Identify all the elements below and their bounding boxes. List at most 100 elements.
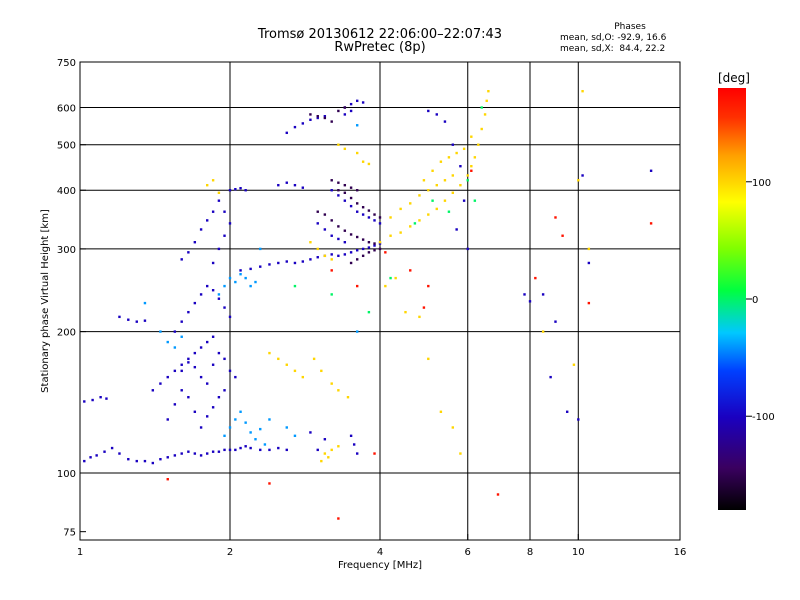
data-point bbox=[223, 234, 226, 237]
data-point bbox=[223, 306, 226, 309]
data-point bbox=[541, 330, 545, 333]
data-point bbox=[228, 426, 232, 429]
data-point bbox=[268, 448, 271, 452]
data-point bbox=[367, 241, 371, 244]
data-point bbox=[234, 188, 237, 191]
data-points bbox=[83, 89, 653, 520]
data-point bbox=[211, 210, 215, 213]
data-point bbox=[301, 186, 305, 189]
data-point bbox=[349, 196, 353, 200]
data-point bbox=[343, 183, 347, 187]
data-point bbox=[577, 418, 580, 421]
data-point bbox=[343, 241, 347, 244]
data-point bbox=[373, 249, 376, 252]
data-point bbox=[166, 340, 169, 344]
data-point bbox=[83, 459, 86, 463]
info-title: Phases bbox=[614, 22, 646, 32]
data-point bbox=[193, 241, 197, 244]
x-tick-label: 6 bbox=[465, 547, 471, 558]
data-point bbox=[343, 253, 347, 256]
data-point bbox=[466, 247, 469, 251]
data-point bbox=[384, 284, 387, 288]
data-point bbox=[349, 261, 353, 265]
data-point bbox=[462, 199, 466, 202]
data-point bbox=[473, 156, 477, 159]
data-point bbox=[199, 426, 203, 429]
data-point bbox=[239, 269, 242, 272]
data-point bbox=[541, 293, 545, 296]
data-point bbox=[485, 99, 488, 103]
data-point bbox=[217, 297, 221, 300]
data-point bbox=[105, 397, 108, 400]
y-axis-label: Stationary phase Virtual Height [km] bbox=[40, 209, 51, 393]
colorbar-tick-label: -100 bbox=[752, 412, 775, 423]
data-point bbox=[355, 151, 359, 155]
data-point bbox=[187, 361, 190, 364]
data-point bbox=[330, 258, 333, 261]
data-point bbox=[330, 234, 333, 237]
data-point bbox=[418, 194, 421, 197]
data-point bbox=[89, 456, 92, 459]
data-point bbox=[349, 233, 353, 236]
data-point bbox=[110, 446, 114, 450]
data-point bbox=[418, 219, 421, 222]
data-point bbox=[316, 247, 319, 251]
data-point bbox=[180, 369, 183, 373]
data-point bbox=[277, 357, 280, 361]
data-point bbox=[217, 396, 221, 399]
data-point bbox=[378, 222, 382, 225]
data-point bbox=[268, 263, 271, 266]
data-point bbox=[409, 202, 412, 205]
data-point bbox=[268, 482, 271, 485]
data-point bbox=[228, 189, 232, 192]
data-point bbox=[431, 169, 434, 172]
data-point bbox=[480, 127, 483, 131]
data-point bbox=[439, 160, 443, 163]
data-point bbox=[95, 454, 98, 457]
data-point bbox=[355, 235, 359, 239]
data-point bbox=[343, 191, 347, 194]
data-point bbox=[323, 114, 327, 118]
axis-ticks: 1 2 4 6 8 10 16 75 100 200 300 400 500 600 750 bbox=[57, 58, 686, 558]
data-point bbox=[166, 456, 169, 459]
data-point bbox=[293, 183, 297, 187]
data-point bbox=[323, 228, 327, 231]
data-point bbox=[254, 438, 257, 441]
colorbar-tick-label: 0 bbox=[752, 295, 758, 306]
data-point bbox=[244, 276, 247, 280]
colorbar-ticks: 100 0 -100 bbox=[746, 178, 775, 423]
data-point bbox=[337, 109, 340, 113]
data-point bbox=[143, 459, 147, 463]
data-point bbox=[173, 346, 177, 349]
data-point bbox=[355, 284, 359, 288]
data-point bbox=[263, 443, 267, 446]
data-point bbox=[223, 357, 226, 361]
data-point bbox=[367, 162, 371, 166]
data-point bbox=[349, 251, 353, 254]
data-point bbox=[316, 256, 319, 259]
data-point bbox=[193, 351, 197, 355]
data-point bbox=[459, 183, 462, 187]
data-point bbox=[367, 216, 371, 219]
data-point bbox=[459, 452, 462, 455]
data-point bbox=[193, 410, 197, 413]
data-point bbox=[451, 143, 455, 146]
data-point bbox=[211, 179, 215, 182]
data-point bbox=[337, 254, 340, 258]
data-point bbox=[435, 207, 438, 211]
data-point bbox=[404, 310, 407, 314]
chart-subtitle: RwPretec (8p) bbox=[334, 40, 426, 55]
data-point bbox=[367, 209, 371, 212]
x-tick-label: 16 bbox=[674, 547, 687, 558]
data-point bbox=[330, 269, 333, 272]
data-point bbox=[187, 251, 190, 254]
data-point bbox=[205, 183, 209, 187]
data-point bbox=[277, 446, 280, 450]
x-tick-label: 8 bbox=[527, 547, 533, 558]
info-line-x: mean, sd,X: 84.4, 22.2 bbox=[560, 44, 666, 54]
data-point bbox=[487, 89, 490, 93]
data-point bbox=[228, 276, 232, 280]
data-point bbox=[349, 204, 353, 208]
data-point bbox=[343, 113, 347, 116]
data-point bbox=[211, 289, 215, 292]
